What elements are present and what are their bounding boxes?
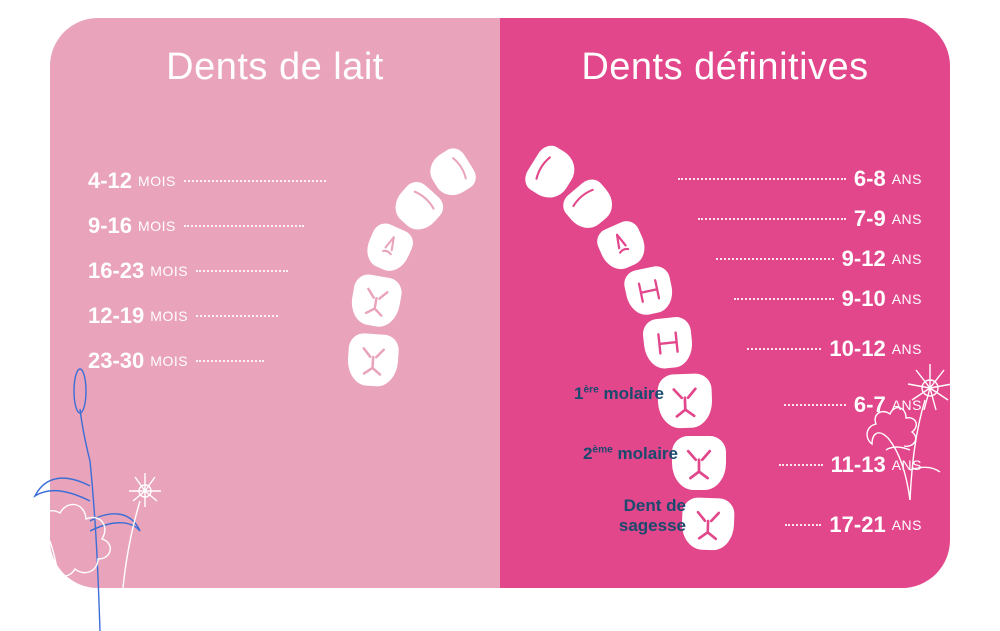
age-number: 6-8 (854, 166, 886, 192)
tooth-icon (346, 332, 400, 387)
age-number: 23-30 (88, 348, 144, 374)
leader-dots (196, 270, 288, 272)
infographic-card: Dents de lait 4-12MOIS9-16MOIS16-23MOIS1… (50, 18, 950, 588)
tooth-icon (642, 316, 695, 371)
tooth-note: 1ère molaire (574, 384, 664, 404)
leader-dots (184, 180, 326, 182)
age-row: 11-13 ANS (771, 452, 922, 478)
age-unit: ANS (892, 171, 922, 187)
age-row: 17-21 ANS (777, 512, 922, 538)
age-number: 10-12 (829, 336, 885, 362)
title-right: Dents définitives (500, 46, 950, 89)
age-unit: ANS (892, 251, 922, 267)
leader-dots (785, 524, 821, 526)
age-unit: ANS (892, 211, 922, 227)
leader-dots (196, 360, 264, 362)
age-row: 9-16 MOIS (88, 213, 312, 239)
tooth-icon (348, 272, 404, 330)
leader-dots (784, 404, 846, 406)
age-number: 11-13 (831, 452, 886, 478)
age-row: 9-10 ANS (726, 286, 922, 312)
age-number: 9-12 (842, 246, 886, 272)
age-row: 16-23 MOIS (88, 258, 296, 284)
age-unit: ANS (892, 517, 922, 533)
age-number: 9-10 (842, 286, 886, 312)
age-row: 12-19 MOIS (88, 303, 286, 329)
leader-dots (734, 298, 834, 300)
panel-baby-teeth: Dents de lait 4-12MOIS9-16MOIS16-23MOIS1… (50, 18, 500, 588)
age-row: 4-12 MOIS (88, 168, 334, 194)
age-row: 7-9 ANS (690, 206, 922, 232)
leader-dots (698, 218, 846, 220)
tooth-icon (672, 436, 726, 490)
panel-permanent-teeth: Dents définitives 6-8ANS7-9ANS9-12ANS9-1… (500, 18, 950, 588)
age-unit: ANS (892, 341, 922, 357)
leader-dots (779, 464, 823, 466)
age-number: 9-16 (88, 213, 132, 239)
age-unit: ANS (892, 397, 922, 413)
age-unit: MOIS (150, 308, 188, 324)
tooth-icon (622, 264, 677, 319)
leader-dots (678, 178, 846, 180)
tooth-note: 2ème molaire (583, 444, 678, 464)
age-row: 23-30 MOIS (88, 348, 272, 374)
tooth-icon (593, 217, 651, 275)
age-unit: MOIS (150, 263, 188, 279)
age-number: 4-12 (88, 168, 132, 194)
leader-dots (184, 225, 304, 227)
leader-dots (196, 315, 278, 317)
tooth-icon (681, 497, 735, 551)
age-number: 12-19 (88, 303, 144, 329)
age-unit: MOIS (150, 353, 188, 369)
age-row: 6-8 ANS (670, 166, 922, 192)
tooth-icon (657, 373, 713, 429)
tooth-icon (361, 219, 417, 276)
age-unit: MOIS (138, 218, 176, 234)
age-unit: MOIS (138, 173, 176, 189)
leader-dots (747, 348, 821, 350)
age-row: 9-12 ANS (708, 246, 922, 272)
age-row: 6-7 ANS (776, 392, 922, 418)
title-left: Dents de lait (50, 46, 500, 89)
age-number: 7-9 (854, 206, 886, 232)
age-number: 6-7 (854, 392, 886, 418)
age-number: 17-21 (829, 512, 885, 538)
age-number: 16-23 (88, 258, 144, 284)
leader-dots (716, 258, 834, 260)
age-row: 10-12 ANS (739, 336, 922, 362)
age-unit: ANS (892, 457, 922, 473)
age-unit: ANS (892, 291, 922, 307)
tooth-note: Dent desagesse (619, 496, 686, 535)
